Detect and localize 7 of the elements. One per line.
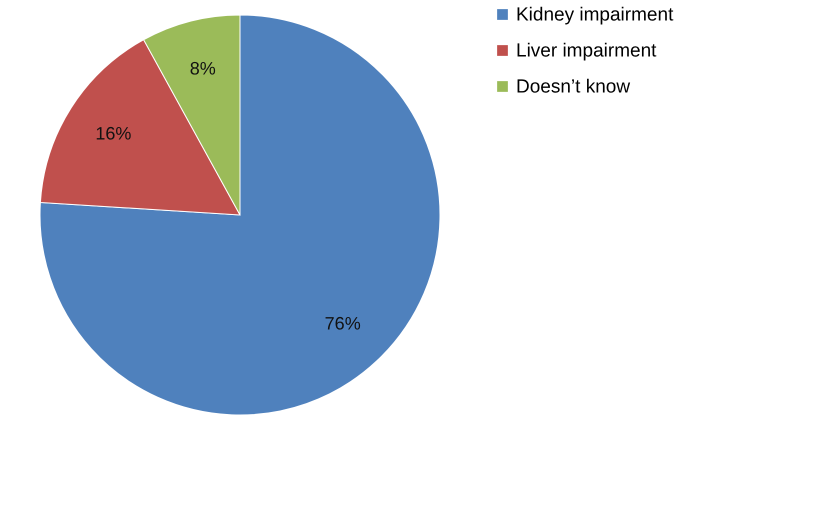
legend-label: Liver impairment — [516, 40, 658, 62]
data-label: 8% — [190, 58, 216, 79]
data-label: 76% — [324, 313, 361, 334]
legend-label: Doesn’t know — [516, 76, 630, 98]
data-label: 16% — [95, 124, 132, 144]
pie-slice — [40, 14, 440, 416]
legend-label: Kidney impairment — [516, 4, 674, 26]
